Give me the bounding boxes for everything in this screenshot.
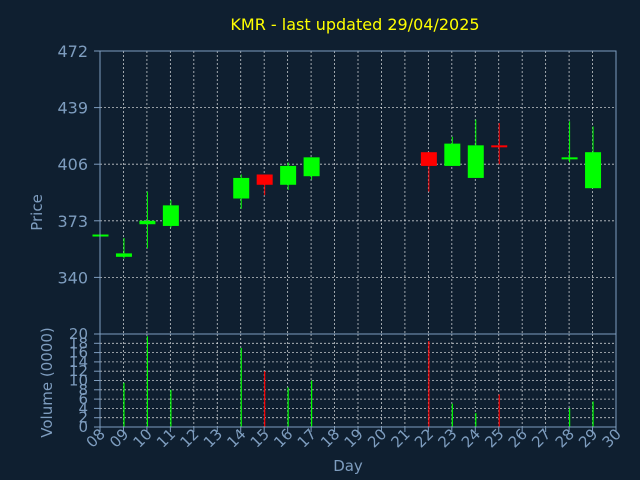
candle-body: [256, 174, 273, 185]
candlestick: [491, 123, 508, 165]
x-tick-label: 12: [176, 425, 202, 451]
x-axis-label: Day: [333, 457, 363, 475]
candlestick: [585, 126, 602, 189]
x-tick-label: 28: [552, 425, 578, 451]
candlestick: [303, 157, 320, 180]
volume-grid: [100, 333, 616, 428]
price-y-tick-label: 472: [57, 42, 88, 61]
price-y-ticks: 340 373 406 439 472: [57, 42, 100, 287]
candle-body: [233, 177, 250, 199]
x-tick-label: 25: [481, 425, 507, 451]
candlestick: [139, 191, 156, 249]
candlestick: [467, 119, 484, 178]
candle-body: [467, 145, 484, 178]
candle-body: [115, 253, 132, 257]
x-tick-label: 19: [341, 425, 367, 451]
candlestick: [233, 174, 250, 209]
x-tick-label: 22: [411, 425, 437, 451]
volume-y-tick-label: 0: [78, 418, 88, 436]
volume-y-tick-label: 18: [69, 334, 88, 352]
x-tick-label: 09: [106, 425, 132, 451]
volume-y-tick-label: 12: [69, 362, 88, 380]
x-tick-label: 15: [247, 425, 273, 451]
candlestick: [420, 152, 437, 192]
volume-y-tick-label: 14: [69, 353, 88, 371]
x-tick-label: 10: [130, 425, 156, 451]
candle-body: [585, 152, 602, 189]
candle-body: [561, 157, 578, 160]
x-tick-label: 17: [294, 425, 320, 451]
candlestick: [115, 237, 132, 259]
volume-y-axis-label: Volume (0000): [38, 327, 56, 437]
x-tick-label: 24: [458, 425, 484, 451]
x-tick-label: 21: [388, 425, 414, 451]
chart-title: KMR - last updated 29/04/2025: [230, 15, 479, 34]
candle-body: [280, 165, 297, 185]
candlestick: [561, 121, 578, 163]
price-y-tick-label: 340: [57, 268, 88, 287]
price-y-tick-label: 373: [57, 212, 88, 231]
volume-y-tick-label: 10: [69, 372, 88, 390]
x-axis-ticks: 0809101112131415161718192021222324252627…: [83, 425, 625, 451]
x-tick-label: 27: [528, 425, 554, 451]
price-candles: [92, 119, 602, 259]
volume-y-tick-label: 20: [69, 325, 88, 343]
volume-y-tick-label: 6: [78, 390, 88, 408]
x-tick-label: 18: [317, 425, 343, 451]
x-tick-label: 26: [505, 425, 531, 451]
volume-y-tick-label: 2: [78, 409, 88, 427]
x-tick-label: 16: [270, 425, 296, 451]
candle-body: [162, 205, 179, 226]
price-grid: [100, 50, 616, 334]
x-tick-label: 11: [153, 425, 179, 451]
volume-bars: [123, 336, 594, 427]
candle-body: [420, 152, 437, 166]
candle-body: [303, 157, 320, 177]
volume-y-tick-label: 16: [69, 344, 88, 362]
x-tick-label: 30: [599, 425, 625, 451]
price-y-axis-label: Price: [28, 194, 46, 231]
candle-body: [491, 145, 508, 148]
x-tick-label: 13: [200, 425, 226, 451]
x-tick-label: 23: [434, 425, 460, 451]
x-tick-label: 20: [364, 425, 390, 451]
x-tick-label: 29: [575, 425, 601, 451]
candlestick: [256, 174, 273, 196]
candlestick: [444, 136, 461, 166]
candlestick: [280, 162, 297, 190]
volume-y-tick-label: 8: [78, 381, 88, 399]
candle-body: [139, 220, 156, 225]
candlestick: [162, 200, 179, 228]
candle-body: [444, 143, 461, 166]
x-tick-label: 14: [223, 425, 249, 451]
volume-y-tick-label: 4: [78, 399, 88, 417]
price-y-tick-label: 406: [57, 155, 88, 174]
price-y-tick-label: 439: [57, 99, 88, 118]
